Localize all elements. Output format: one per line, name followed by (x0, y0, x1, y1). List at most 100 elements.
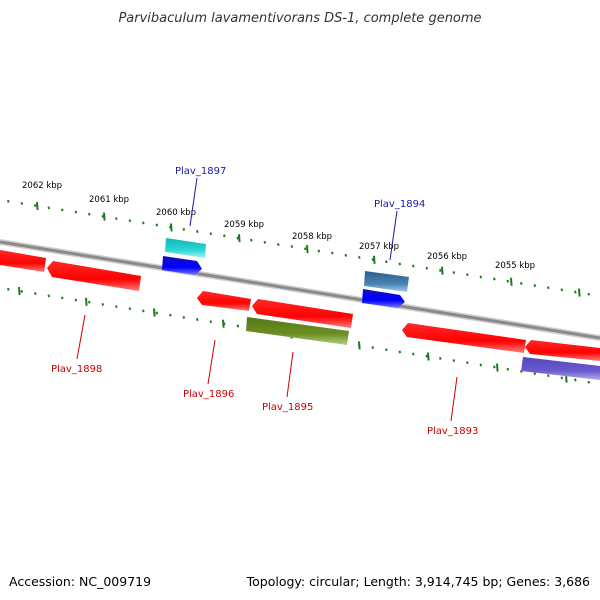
gene-labels: Plav_1897 Plav_1894 Plav_1898 Plav_1896 … (51, 166, 478, 437)
gene-label-lines (76, 177, 458, 422)
minor-tick (587, 292, 591, 296)
tick-label-2058: 2058 kbp (292, 232, 332, 242)
minor-tick (466, 361, 469, 365)
minor-tick (425, 266, 429, 270)
genome-summary-text: Topology: circular; Length: 3,914,745 bp… (246, 574, 590, 589)
minor-tick (236, 236, 240, 240)
cds-feature[interactable] (362, 289, 405, 308)
minor-tick (236, 324, 240, 328)
minor-tick (20, 289, 24, 293)
minor-tick (385, 260, 388, 264)
gene-label-plav-1895[interactable]: Plav_1895 (262, 402, 313, 413)
minor-tick (533, 284, 537, 287)
minor-tick (506, 367, 510, 371)
minor-tick (344, 253, 348, 257)
tick-label-2059: 2059 kbp (224, 220, 264, 230)
minor-tick (304, 247, 307, 251)
map-title: Parvibaculum lavamentivorans DS-1, compl… (118, 11, 481, 26)
minor-tick (263, 240, 267, 244)
minor-tick (101, 214, 105, 218)
minor-tick (155, 223, 159, 227)
major-tick (36, 201, 39, 210)
gene-label-plav-1897[interactable]: Plav_1897 (175, 166, 226, 177)
major-tick (222, 319, 225, 328)
minor-tick (115, 217, 118, 221)
tick-label-2062: 2062 kbp (22, 181, 62, 191)
minor-tick (47, 206, 51, 210)
minor-tick (506, 279, 510, 283)
major-tick (373, 255, 376, 264)
label-leader (286, 351, 294, 398)
genome-backbone-core (0, 240, 600, 340)
minor-tick (196, 318, 199, 321)
cds-feature[interactable] (47, 261, 141, 291)
gene-label-plav-1893[interactable]: Plav_1893 (427, 426, 478, 437)
minor-tick (277, 243, 280, 246)
minor-tick (209, 320, 213, 324)
accession-text: Accession: NC_009719 (9, 574, 151, 589)
minor-tick (223, 234, 226, 238)
cds-feature[interactable] (402, 323, 526, 353)
cds-feature[interactable] (525, 340, 600, 361)
cds-feature[interactable] (165, 238, 206, 258)
cds-feature[interactable] (364, 271, 409, 292)
minor-tick (371, 346, 375, 350)
minor-tick (47, 294, 51, 298)
minor-tick (547, 286, 550, 290)
minor-tick (439, 356, 442, 360)
major-tick (306, 245, 309, 254)
cds-feature[interactable] (162, 256, 202, 275)
minor-tick (142, 309, 145, 313)
minor-tick (479, 275, 483, 279)
tick-label-2057: 2057 kbp (359, 242, 399, 252)
minor-tick (479, 363, 483, 367)
minor-tick (574, 290, 577, 294)
cds-feature[interactable] (197, 291, 251, 311)
minor-tick (425, 354, 429, 358)
minor-tick (196, 230, 199, 233)
major-tick (510, 277, 513, 286)
minor-tick (182, 315, 186, 319)
major-tick (496, 363, 499, 372)
major-tick (358, 341, 361, 350)
major-tick (18, 286, 21, 296)
minor-tick (20, 201, 24, 205)
minor-tick (412, 264, 415, 268)
minor-tick (115, 305, 118, 309)
major-tick (578, 288, 581, 297)
tick-row-outer (7, 199, 591, 297)
label-leader (450, 376, 458, 422)
cds-feature[interactable] (0, 250, 46, 272)
major-tick (170, 223, 173, 232)
forward-features (162, 238, 409, 308)
minor-tick (358, 255, 361, 259)
label-leader (76, 314, 86, 360)
minor-tick (317, 249, 321, 253)
minor-tick (128, 307, 132, 311)
minor-tick (182, 227, 186, 231)
minor-tick (169, 313, 172, 317)
minor-tick (466, 273, 469, 277)
cds-feature[interactable] (521, 357, 600, 380)
minor-tick (7, 199, 10, 203)
minor-tick (74, 298, 78, 302)
tick-labels: 2062 kbp 2061 kbp 2060 kbp 2059 kbp 2058… (22, 181, 535, 271)
minor-tick (385, 348, 388, 352)
label-leader (389, 210, 398, 261)
cds-feature[interactable] (252, 299, 353, 328)
minor-tick (290, 245, 294, 249)
minor-tick (74, 210, 78, 214)
minor-tick (452, 271, 456, 275)
minor-tick (34, 204, 37, 208)
minor-tick (560, 376, 564, 380)
minor-tick (398, 262, 402, 266)
gene-label-plav-1894[interactable]: Plav_1894 (374, 199, 425, 210)
gene-label-plav-1896[interactable]: Plav_1896 (183, 389, 234, 400)
cds-feature[interactable] (246, 317, 349, 345)
gene-label-plav-1898[interactable]: Plav_1898 (51, 364, 102, 375)
minor-tick (371, 258, 375, 262)
minor-tick (398, 350, 402, 354)
minor-tick (250, 238, 253, 242)
minor-tick (331, 251, 334, 255)
